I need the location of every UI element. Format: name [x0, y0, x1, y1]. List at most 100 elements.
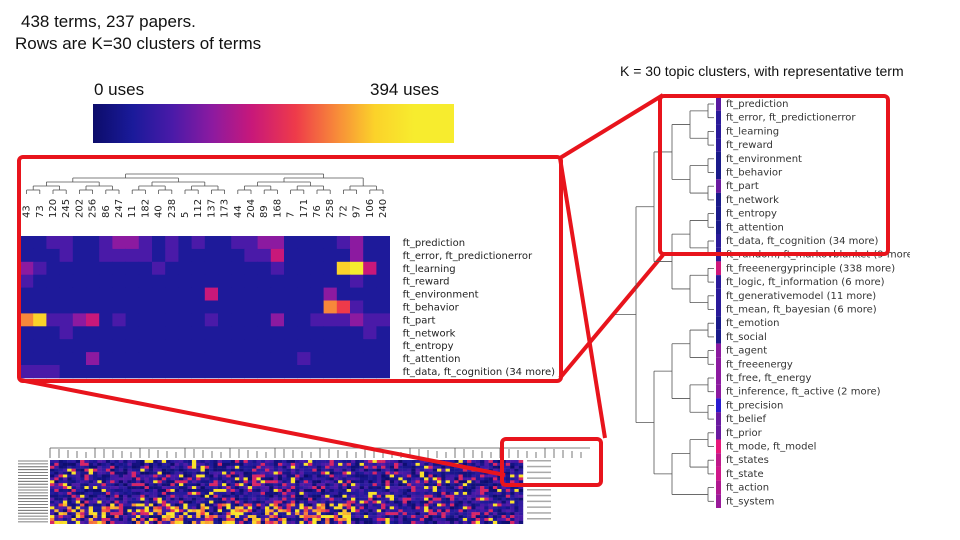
- cluster-label: ft_mean, ft_bayesian (6 more): [726, 305, 877, 316]
- heatmap-cell: [244, 236, 258, 250]
- heatmap-cell: [165, 261, 179, 276]
- row-labels: ft_prediction ft_error, ft_predictionerro…: [403, 238, 556, 378]
- column-label: 240: [378, 199, 389, 218]
- heatmap-cell: [99, 236, 113, 250]
- column-label: 120: [48, 199, 59, 218]
- cluster-label: ft_network: [726, 195, 779, 206]
- heatmap-cell: [165, 365, 179, 379]
- heatmap-cell: [376, 261, 390, 276]
- heatmap-cell: [59, 326, 74, 340]
- heatmap-cell: [72, 300, 87, 314]
- heatmap-cell: [218, 236, 232, 250]
- heatmap-cell: [336, 248, 351, 263]
- heatmap-cell: [72, 274, 87, 288]
- heatmap-cell: [191, 287, 206, 301]
- heatmap-cell: [310, 261, 324, 276]
- row-label: ft_reward: [403, 277, 450, 288]
- heatmap-cell: [310, 287, 324, 301]
- heatmap-cell: [46, 236, 60, 250]
- heatmap-cell: [152, 261, 166, 276]
- heatmap-cell: [363, 236, 377, 250]
- column-label: 247: [114, 199, 125, 218]
- heatmap-cell: [112, 261, 126, 276]
- heatmap-cell: [46, 339, 60, 353]
- heatmap-cell: [257, 274, 272, 288]
- heatmap-cell: [33, 287, 47, 301]
- cluster-label: ft_entropy: [726, 209, 777, 220]
- heatmap-cell: [376, 313, 390, 327]
- row-label: ft_part: [403, 315, 436, 326]
- cluster-color-swatch: [716, 206, 721, 221]
- cluster-color-swatch: [716, 288, 721, 303]
- heatmap-cell: [376, 248, 390, 263]
- heatmap-cell: [297, 300, 311, 314]
- cluster-color-swatch: [716, 316, 721, 330]
- heatmap-cell: [112, 236, 126, 250]
- cluster-dendrogram-panel: ft_prediction ft_error, ft_predictionerro…: [615, 97, 910, 508]
- heatmap-cell: [59, 313, 74, 327]
- cluster-label: ft_logic, ft_information (6 more): [726, 277, 885, 288]
- column-label: 173: [220, 199, 231, 218]
- cluster-color-swatch: [716, 329, 721, 344]
- heatmap-cell: [310, 248, 324, 263]
- heatmap-cell: [46, 352, 60, 366]
- heatmap-cell: [165, 300, 179, 314]
- heatmap-cell: [284, 365, 298, 379]
- column-label: 256: [88, 199, 99, 218]
- heatmap-cell: [178, 313, 192, 327]
- heatmap-cell: [125, 236, 140, 250]
- heatmap-cell: [33, 248, 47, 263]
- cluster-color-swatch: [716, 439, 721, 454]
- heatmap-cell: [178, 248, 192, 263]
- heatmap-cell: [257, 248, 272, 263]
- heatmap-cell: [46, 326, 60, 340]
- heatmap-cell: [72, 261, 87, 276]
- heatmap-cell: [336, 274, 351, 288]
- heatmap-cell: [152, 236, 166, 250]
- right-panel-title: K = 30 topic clusters, with representati…: [620, 63, 904, 79]
- heatmap-cell: [284, 236, 298, 250]
- heatmap-cell: [20, 248, 34, 263]
- cluster-label: ft_attention: [726, 222, 784, 233]
- heatmap-cell: [231, 300, 245, 314]
- heatmap-cell: [218, 274, 232, 288]
- heatmap-cell: [59, 339, 74, 353]
- heatmap-cell: [323, 300, 338, 314]
- heatmap-cell: [376, 365, 390, 379]
- heatmap-cell: [99, 352, 113, 366]
- heatmap-cell: [191, 248, 206, 263]
- heatmap-cell: [191, 313, 206, 327]
- heatmap-cell: [46, 313, 60, 327]
- heatmap-cell: [99, 326, 113, 340]
- heatmap-cell: [376, 339, 390, 353]
- column-label: 86: [101, 205, 112, 218]
- cluster-label: ft_prior: [726, 428, 763, 439]
- heatmap-cell: [310, 326, 324, 340]
- heatmap-cell: [112, 274, 126, 288]
- heatmap-cell: [270, 261, 285, 276]
- heatmap-cell: [231, 274, 245, 288]
- heatmap-cell: [336, 261, 351, 276]
- colorbar-max-label: 394 uses: [370, 80, 439, 99]
- heatmap-cell: [257, 339, 272, 353]
- heatmap-cell: [297, 352, 311, 366]
- heatmap-cell: [112, 287, 126, 301]
- heatmap-cell: [152, 326, 166, 340]
- heatmap-cell: [336, 365, 351, 379]
- heatmap-cell: [284, 248, 298, 263]
- heatmap-cell: [244, 352, 258, 366]
- cluster-color-swatch: [716, 343, 721, 358]
- heatmap-cell: [336, 287, 351, 301]
- heatmap-cell: [138, 352, 153, 366]
- heatmap-cell: [86, 365, 100, 379]
- heatmap-cell: [138, 300, 153, 314]
- cluster-label: ft_error, ft_predictionerror: [726, 113, 856, 124]
- heatmap-cell: [152, 248, 166, 263]
- cluster-color-swatch: [716, 275, 721, 289]
- column-label: 43: [22, 205, 33, 218]
- column-label: 7: [286, 212, 297, 218]
- summary-line-1: 438 terms, 237 papers.: [21, 12, 196, 31]
- heatmap-cell: [138, 274, 153, 288]
- row-label: ft_network: [403, 328, 456, 339]
